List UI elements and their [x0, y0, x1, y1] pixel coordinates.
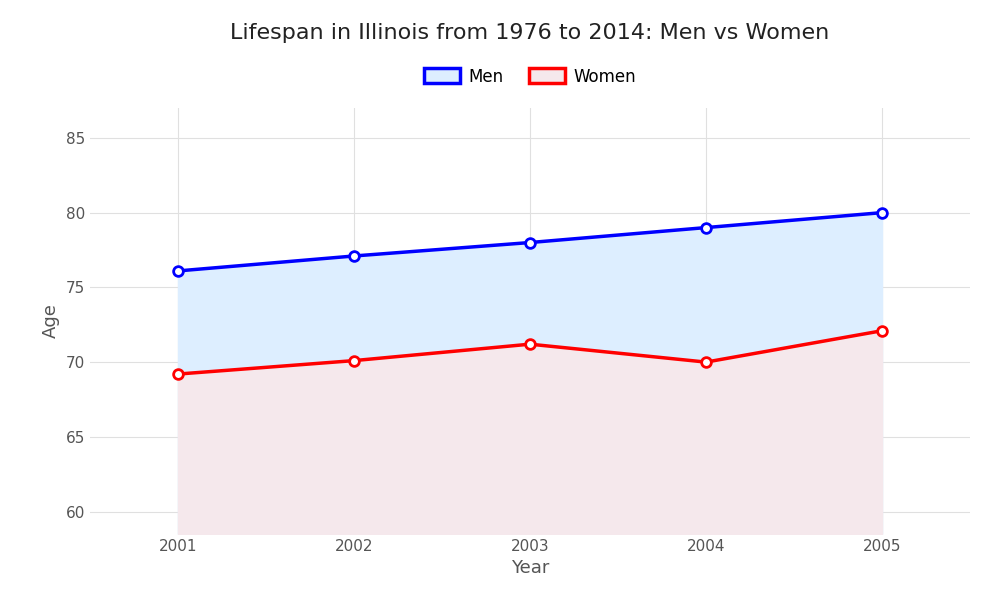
Legend: Men, Women: Men, Women — [417, 61, 643, 92]
X-axis label: Year: Year — [511, 559, 549, 577]
Y-axis label: Age: Age — [42, 304, 60, 338]
Title: Lifespan in Illinois from 1976 to 2014: Men vs Women: Lifespan in Illinois from 1976 to 2014: … — [230, 23, 830, 43]
